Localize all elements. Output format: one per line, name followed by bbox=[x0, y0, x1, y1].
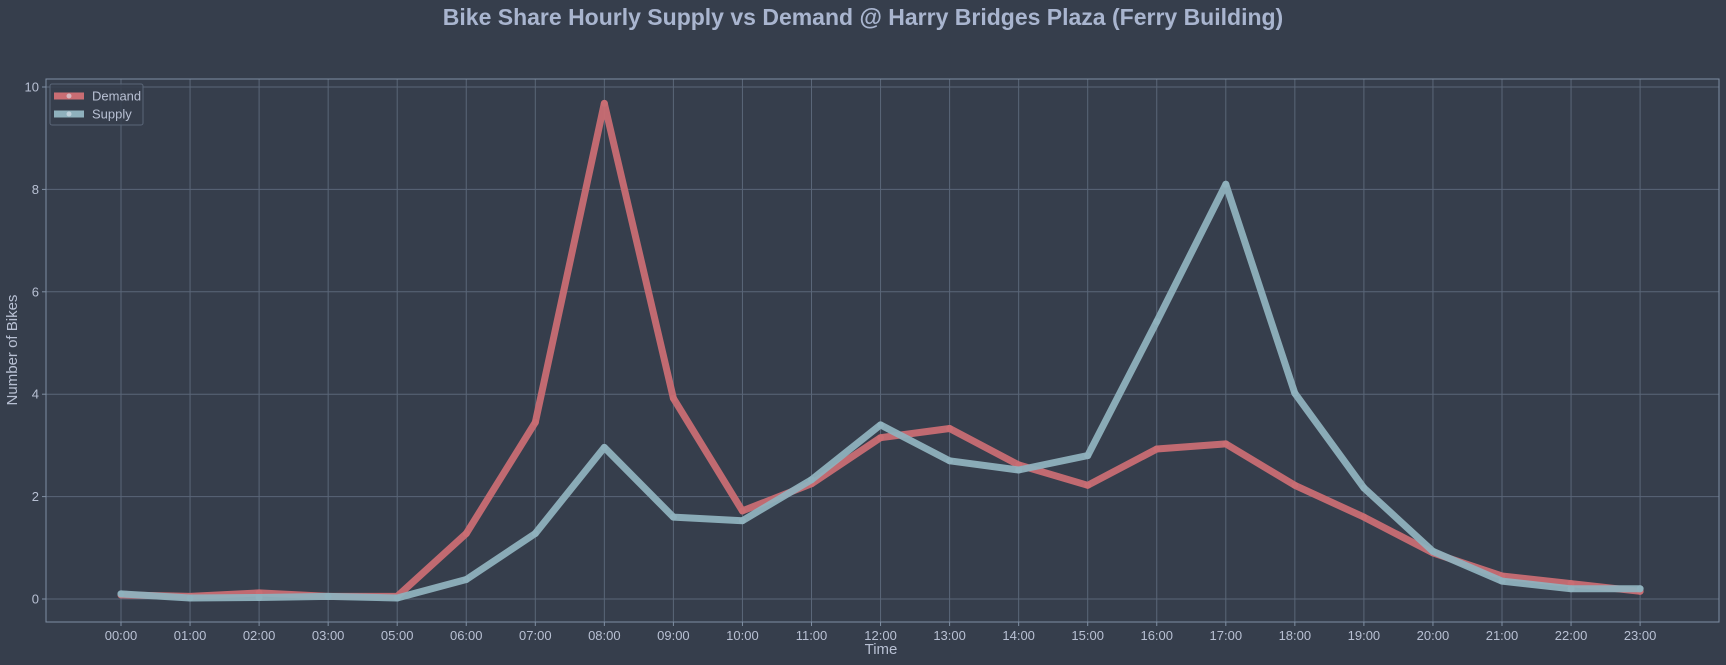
legend-marker-demand bbox=[66, 93, 72, 99]
x-tick-label: 17:00 bbox=[1210, 628, 1243, 643]
legend-marker-supply bbox=[66, 111, 72, 117]
y-tick-label: 2 bbox=[32, 489, 39, 504]
axes-frame bbox=[45, 78, 1720, 623]
legend: Demand Supply bbox=[49, 83, 144, 126]
data-point-supply bbox=[1429, 547, 1437, 555]
data-point-demand bbox=[1291, 481, 1299, 489]
y-tick-label: 6 bbox=[32, 284, 39, 299]
data-point-demand bbox=[669, 394, 677, 402]
data-point-demand bbox=[738, 507, 746, 515]
y-tick-label: 10 bbox=[25, 80, 39, 95]
x-tick-label: 07:00 bbox=[519, 628, 552, 643]
axes-background bbox=[46, 79, 1719, 622]
x-tick-label: 19:00 bbox=[1348, 628, 1381, 643]
data-point-demand bbox=[1360, 513, 1368, 521]
data-point-supply bbox=[1360, 484, 1368, 492]
data-point-supply bbox=[1153, 317, 1161, 325]
data-point-demand bbox=[1222, 440, 1230, 448]
data-point-supply bbox=[1498, 577, 1506, 585]
y-tick-labels: 0 2 4 6 8 10 bbox=[25, 80, 46, 607]
data-point-demand bbox=[877, 434, 885, 442]
data-point-demand bbox=[946, 425, 954, 433]
x-tick-label: 13:00 bbox=[933, 628, 966, 643]
data-point-demand bbox=[531, 418, 539, 426]
x-tick-label: 00:00 bbox=[105, 628, 138, 643]
y-axis-label: Number of Bikes bbox=[4, 295, 21, 406]
data-point-supply bbox=[462, 576, 470, 584]
x-tick-label: 10:00 bbox=[726, 628, 759, 643]
data-point-demand bbox=[600, 99, 608, 107]
data-point-supply bbox=[1291, 389, 1299, 397]
plot-area bbox=[45, 78, 1720, 623]
data-point-supply bbox=[1567, 585, 1575, 593]
legend-label-demand: Demand bbox=[92, 89, 141, 104]
data-point-supply bbox=[808, 476, 815, 484]
series-lines bbox=[117, 99, 1644, 602]
x-tick-label: 22:00 bbox=[1555, 628, 1588, 643]
data-point-supply bbox=[255, 593, 263, 601]
x-tick-label: 12:00 bbox=[864, 628, 897, 643]
legend-label-supply: Supply bbox=[92, 107, 132, 122]
x-tick-label: 21:00 bbox=[1486, 628, 1519, 643]
x-axis-label: Time bbox=[865, 641, 898, 658]
x-tick-label: 05:00 bbox=[381, 628, 414, 643]
x-tick-label: 15:00 bbox=[1071, 628, 1104, 643]
x-tick-labels: 00:00 01:00 02:00 03:00 05:00 06:00 07:00 08:00… bbox=[105, 622, 1657, 643]
data-point-supply bbox=[1015, 466, 1023, 474]
x-tick-label: 16:00 bbox=[1140, 628, 1173, 643]
data-point-supply bbox=[738, 517, 746, 525]
data-point-supply bbox=[393, 594, 401, 602]
data-point-demand bbox=[1084, 481, 1092, 489]
data-point-supply bbox=[600, 443, 608, 451]
x-tick-label: 11:00 bbox=[796, 628, 828, 643]
data-point-demand bbox=[462, 529, 470, 537]
x-tick-label: 23:00 bbox=[1624, 628, 1657, 643]
data-point-supply bbox=[117, 590, 125, 598]
x-tick-label: 14:00 bbox=[1002, 628, 1035, 643]
data-point-demand bbox=[1153, 445, 1161, 453]
y-tick-label: 4 bbox=[32, 387, 39, 402]
data-point-supply bbox=[531, 529, 539, 537]
x-tick-label: 18:00 bbox=[1279, 628, 1312, 643]
x-tick-label: 09:00 bbox=[657, 628, 690, 643]
data-point-supply bbox=[1636, 585, 1644, 593]
x-tick-label: 01:00 bbox=[174, 628, 207, 643]
x-tick-label: 02:00 bbox=[243, 628, 276, 643]
data-point-supply bbox=[877, 421, 885, 429]
x-tick-label: 08:00 bbox=[588, 628, 621, 643]
data-point-supply bbox=[669, 513, 677, 521]
x-tick-label: 06:00 bbox=[450, 628, 483, 643]
x-tick-label: 03:00 bbox=[312, 628, 345, 643]
chart-title: Bike Share Hourly Supply vs Demand @ Har… bbox=[443, 4, 1283, 30]
data-point-supply bbox=[1084, 452, 1092, 460]
y-tick-label: 8 bbox=[32, 182, 39, 197]
data-point-supply bbox=[324, 592, 332, 600]
data-point-supply bbox=[186, 594, 194, 602]
y-tick-label: 0 bbox=[32, 592, 39, 607]
x-tick-label: 20:00 bbox=[1417, 628, 1450, 643]
data-point-supply bbox=[1222, 180, 1230, 188]
data-point-supply bbox=[946, 457, 954, 465]
